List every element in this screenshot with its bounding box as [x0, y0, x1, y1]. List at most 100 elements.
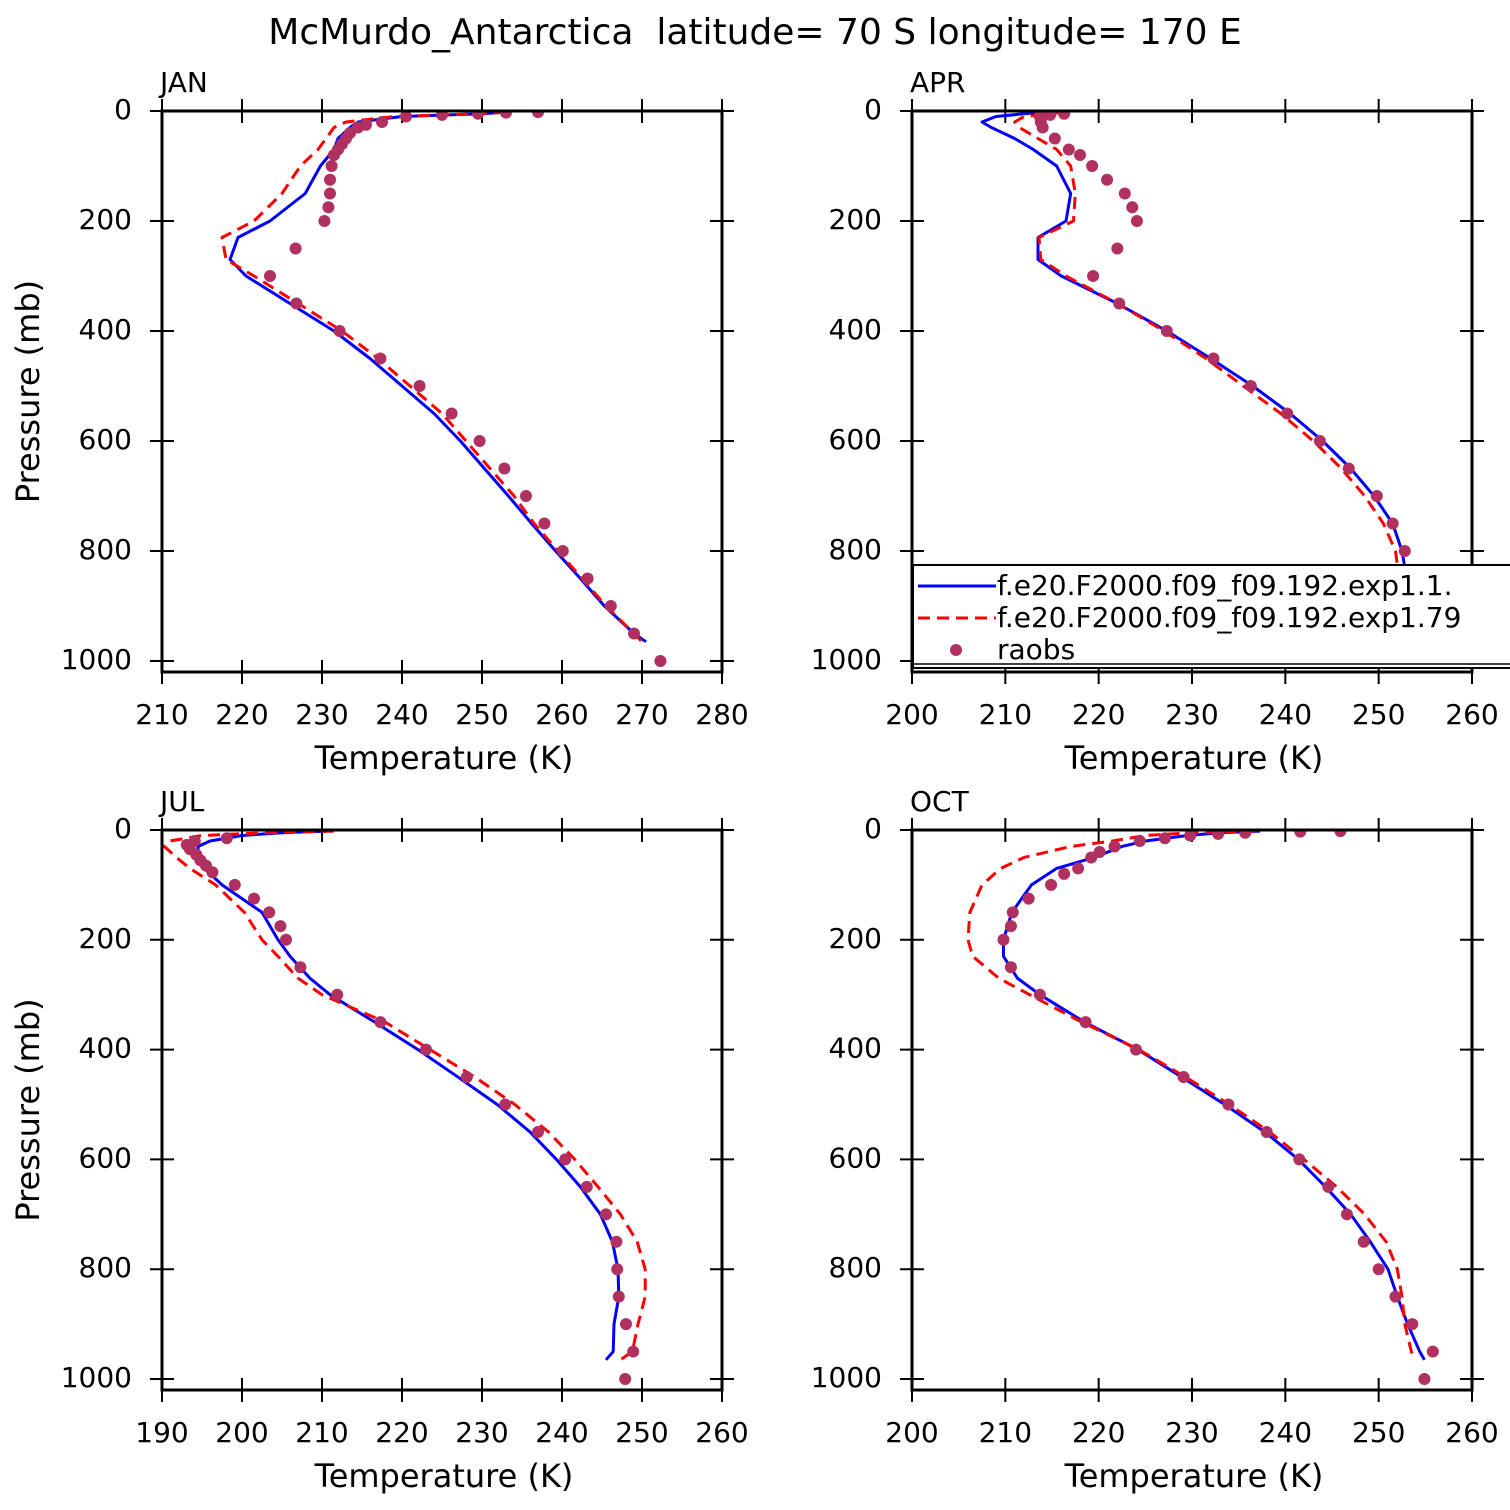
data-point [264, 270, 276, 282]
data-point [473, 435, 486, 447]
x-tick-label: 230 [455, 1416, 508, 1449]
data-point [1130, 215, 1143, 227]
data-point [1087, 270, 1100, 282]
x-tick-label: 210 [979, 1416, 1032, 1449]
y-tick-label: 1000 [61, 1361, 132, 1394]
data-point [206, 866, 219, 879]
data-point [1111, 242, 1124, 255]
plot-frame [910, 828, 1474, 1392]
x-tick-label: 260 [535, 698, 588, 731]
data-point [436, 111, 448, 121]
data-point [1406, 1318, 1419, 1331]
data-point [1004, 961, 1017, 974]
data-point [472, 111, 484, 120]
data-point [1370, 490, 1383, 502]
data-point [1062, 143, 1075, 156]
y-tick-label: 400 [79, 1032, 132, 1065]
x-tick-label: 220 [1072, 698, 1125, 731]
data-point [228, 878, 241, 891]
data-point [289, 242, 302, 255]
data-point [328, 149, 340, 161]
panel: OCT 200 210 220 230 240 250 260 0 200 400 600 800 100… [811, 785, 1499, 1495]
data-point [1207, 352, 1220, 365]
data-point [294, 961, 307, 974]
data-point [1239, 830, 1252, 839]
panel-title: APR [910, 66, 966, 99]
y-tick-label: 400 [829, 313, 882, 346]
data-point [1281, 407, 1294, 420]
data-point [1160, 325, 1173, 337]
x-tick-label: 210 [979, 698, 1032, 731]
data-point [374, 1016, 387, 1029]
y-axis-label: Pressure (mb) [9, 998, 47, 1221]
legend-label: raobs [997, 633, 1075, 666]
data-point [280, 933, 292, 946]
panel-title: OCT [910, 785, 970, 818]
data-point [611, 1263, 624, 1276]
panel: APR 200 210 220 230 240 250 260 0 200 400 600 800 100… [811, 66, 1510, 777]
y-axis-label: Pressure (mb) [9, 280, 47, 503]
data-point [1212, 830, 1225, 840]
x-tick-label: 260 [1445, 698, 1498, 731]
data-point [620, 1318, 632, 1331]
data-point [1418, 1373, 1431, 1386]
data-point [1126, 201, 1139, 214]
x-tick-label: 250 [615, 1416, 668, 1449]
legend-box [912, 564, 1510, 669]
data-point [1398, 545, 1411, 557]
x-tick-label: 190 [135, 1416, 188, 1449]
y-tick-label: 0 [114, 93, 132, 126]
data-point [1372, 1263, 1385, 1276]
y-tick-label: 200 [829, 203, 882, 236]
data-point [1113, 297, 1126, 310]
data-point [1426, 1345, 1439, 1358]
data-point [1357, 1235, 1370, 1248]
data-point [1006, 906, 1019, 919]
data-point [1222, 1098, 1235, 1111]
legend: f.e20.F2000.f09_f09.192.exp1.1.f.e20.F20… [912, 564, 1510, 669]
x-tick-label: 240 [1259, 1416, 1312, 1449]
x-tick-label: 200 [215, 1416, 268, 1449]
data-point [322, 201, 335, 214]
y-tick-label: 600 [829, 423, 882, 456]
legend-label: f.e20.F2000.f09_f09.192.exp1.1. [997, 569, 1452, 602]
x-tick-label: 210 [295, 1416, 348, 1449]
data-point [520, 490, 532, 502]
data-point [1342, 462, 1355, 475]
data-point [1313, 435, 1326, 447]
data-point [499, 1098, 512, 1111]
x-axis-label: Temperature (K) [314, 1457, 574, 1495]
data-point [1293, 1153, 1306, 1166]
data-point [538, 517, 551, 530]
data-point [498, 462, 511, 475]
y-tick-label: 1000 [811, 643, 882, 676]
data-point [333, 325, 346, 337]
data-point [318, 215, 331, 227]
y-tick-label: 0 [864, 812, 882, 845]
data-point [619, 1373, 632, 1386]
data-point [1004, 920, 1017, 933]
x-tick-label: 220 [1072, 1416, 1125, 1449]
x-tick-label: 250 [455, 698, 508, 731]
data-point [654, 655, 667, 667]
y-tick-label: 800 [829, 1251, 882, 1284]
y-tick-label: 400 [829, 1032, 882, 1065]
data-point [274, 920, 287, 933]
data-point [532, 1125, 544, 1138]
y-tick-label: 1000 [811, 1361, 882, 1394]
data-point [1118, 187, 1131, 200]
x-tick-label: 220 [375, 1416, 428, 1449]
data-point [500, 111, 512, 119]
x-tick-label: 230 [295, 698, 348, 731]
data-point [1022, 892, 1035, 905]
data-point [1101, 173, 1114, 186]
x-axis-label: Temperature (K) [1064, 739, 1324, 777]
data-point [612, 1290, 625, 1303]
data-point [420, 1043, 432, 1056]
panel-title: JUL [158, 785, 205, 818]
data-point [1086, 160, 1099, 172]
plot-area [220, 111, 667, 667]
data-point [604, 600, 617, 612]
